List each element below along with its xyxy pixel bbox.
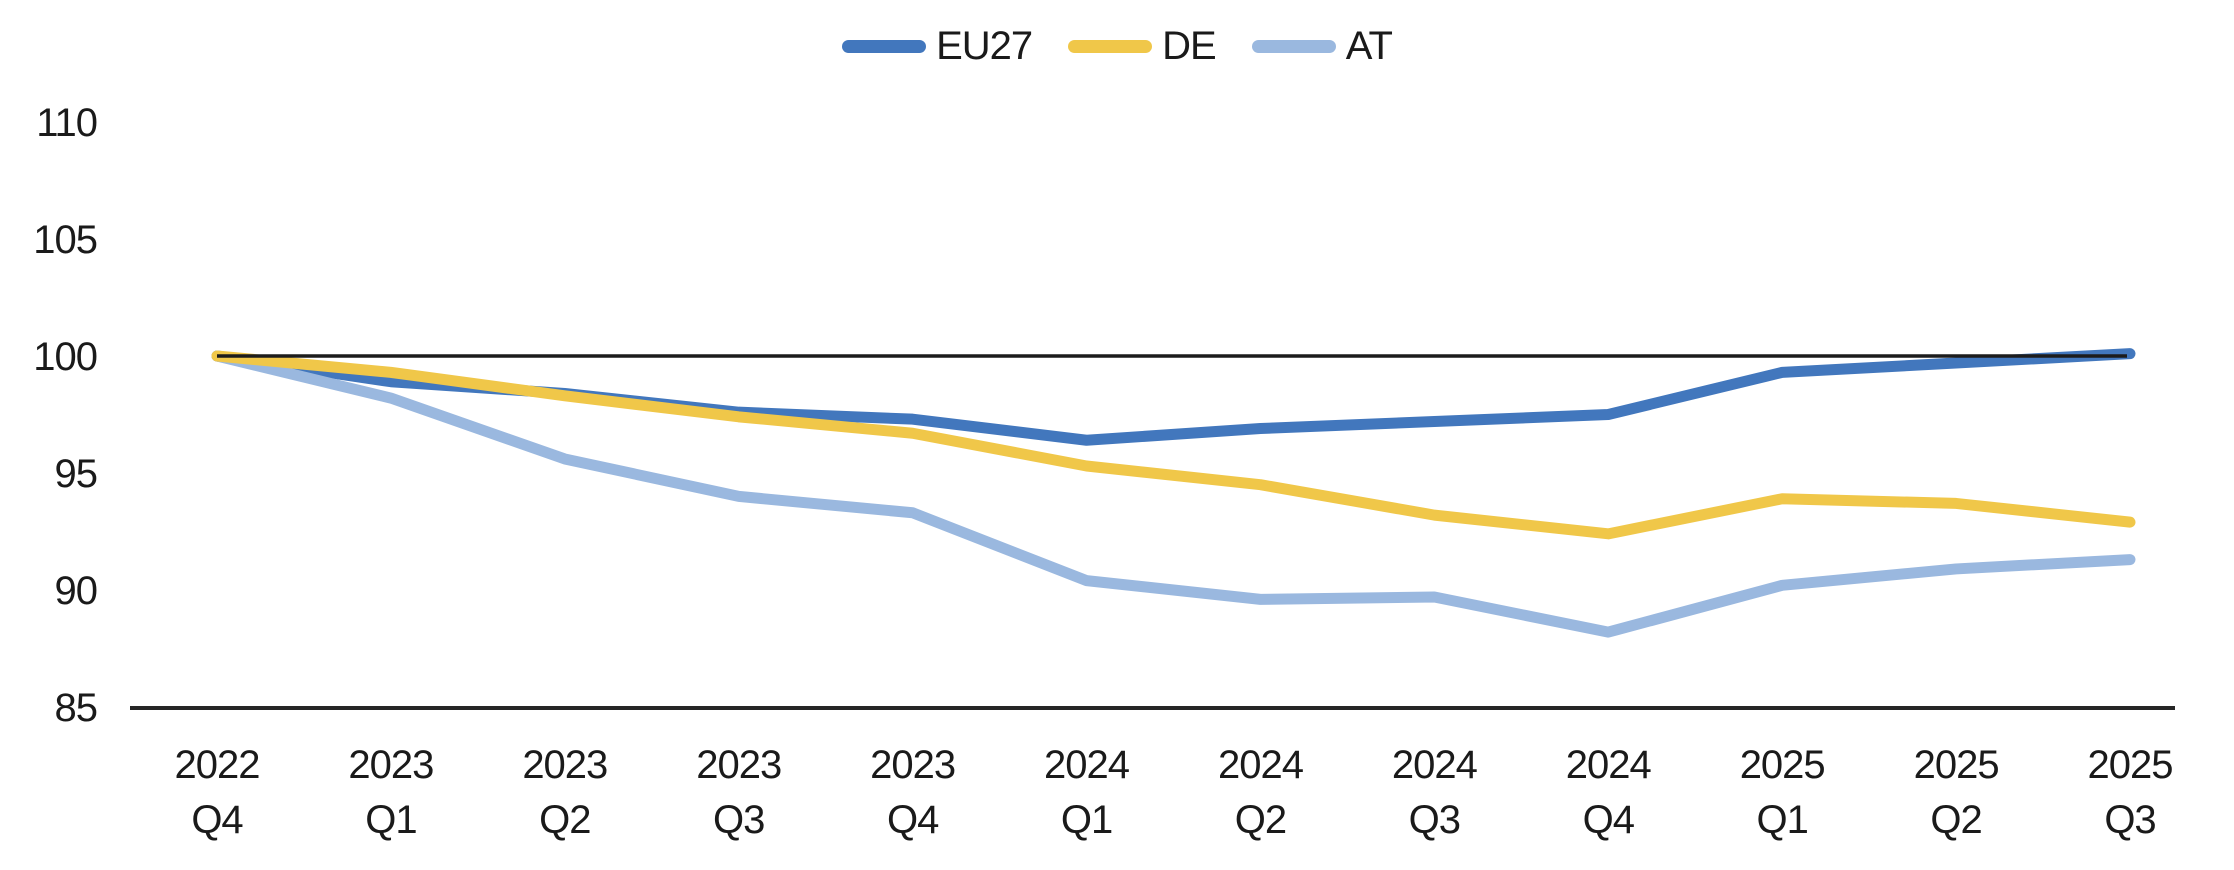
y-axis-label: 85 (55, 686, 98, 730)
x-axis-label-quarter: Q3 (2104, 798, 2155, 842)
x-axis-label-quarter: Q2 (1930, 798, 1981, 842)
x-axis-label-year: 2022 (175, 743, 260, 787)
y-axis-label: 100 (33, 335, 97, 379)
legend-label-eu27: EU27 (936, 24, 1033, 68)
legend-label-at: AT (1345, 24, 1393, 68)
x-axis-label-quarter: Q2 (1235, 798, 1286, 842)
x-axis-label-quarter: Q1 (1757, 798, 1808, 842)
legend-swatch-at-icon (1251, 39, 1336, 53)
x-axis-label-quarter: Q3 (1409, 798, 1460, 842)
series-line-at (211, 350, 2136, 638)
series-line-eu27 (211, 348, 2136, 446)
x-axis-label-quarter: Q1 (1061, 798, 1112, 842)
x-axis-label-year: 2024 (1566, 743, 1652, 787)
legend-swatch-eu27-icon (842, 39, 927, 53)
x-axis-label-year: 2023 (522, 743, 607, 787)
x-axis-label-year: 2024 (1392, 743, 1478, 787)
x-axis-label-quarter: Q4 (1583, 798, 1635, 842)
x-axis-label-quarter: Q2 (539, 798, 590, 842)
x-axis-label-year: 2023 (870, 743, 955, 787)
y-axis-label: 90 (55, 569, 98, 613)
legend: EU27 DE AT (0, 26, 2234, 66)
legend-label-de: DE (1162, 24, 1217, 68)
legend-swatch-de-icon (1068, 39, 1153, 53)
x-axis-label-quarter: Q1 (365, 798, 416, 842)
x-axis-label-quarter: Q4 (191, 798, 243, 842)
x-axis-label-year: 2025 (1740, 743, 1825, 787)
x-axis-label-year: 2025 (2088, 743, 2173, 787)
x-axis-label-year: 2025 (1914, 743, 1999, 787)
x-axis-label-quarter: Q3 (713, 798, 764, 842)
x-axis-label-year: 2023 (696, 743, 781, 787)
legend-item-eu27[interactable]: EU27 (842, 24, 1033, 68)
series-line-de (211, 350, 2136, 540)
legend-item-de[interactable]: DE (1068, 24, 1217, 68)
x-axis-label-quarter: Q4 (887, 798, 939, 842)
legend-item-at[interactable]: AT (1251, 24, 1393, 68)
y-axis-label: 95 (55, 452, 98, 496)
y-axis-label: 110 (36, 101, 97, 145)
x-axis-label-year: 2024 (1218, 743, 1304, 787)
y-axis-label: 105 (33, 218, 97, 262)
x-axis-label-year: 2023 (348, 743, 433, 787)
x-axis-label-year: 2024 (1044, 743, 1130, 787)
